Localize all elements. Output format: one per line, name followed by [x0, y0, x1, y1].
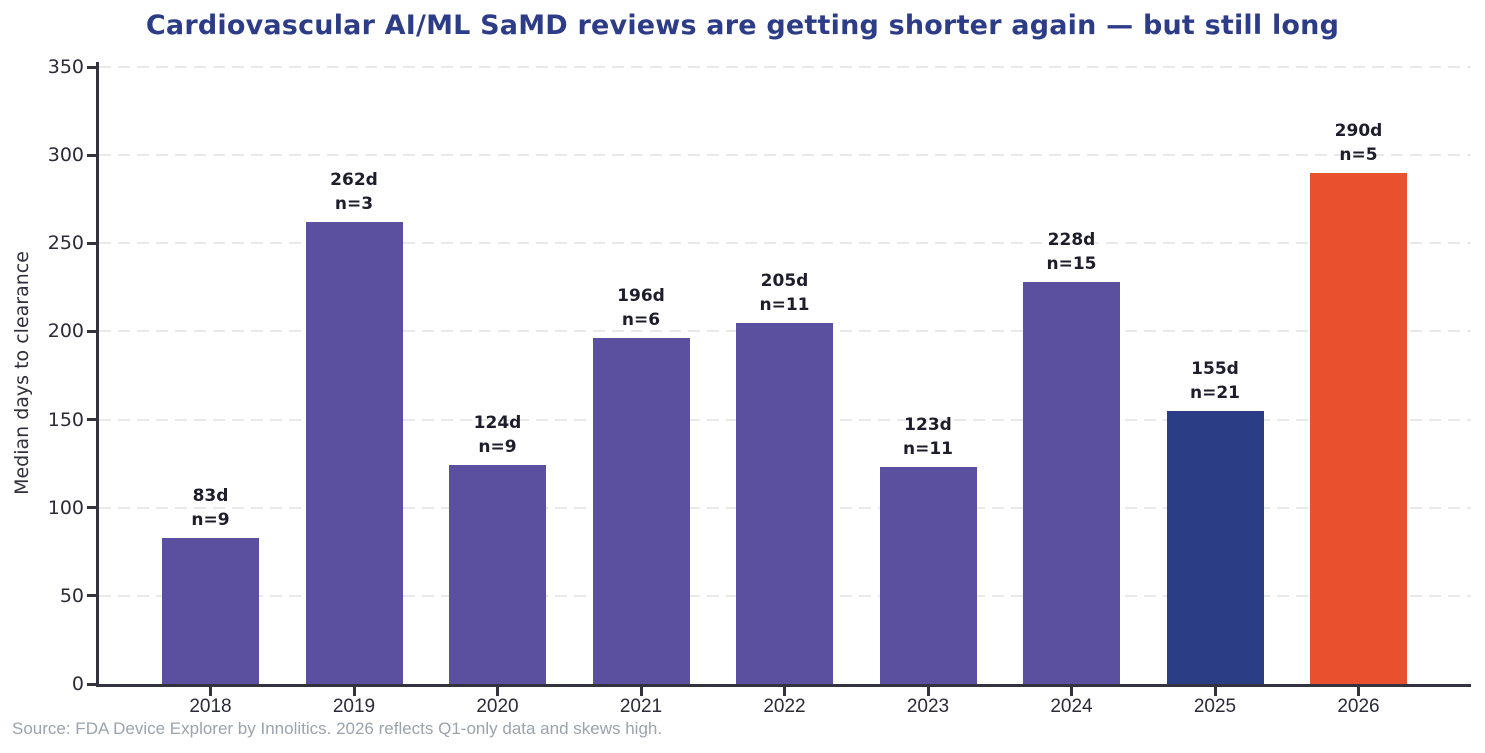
x-tick-mark	[926, 687, 930, 696]
y-tick-mark	[87, 506, 96, 510]
bar-n-label: n=9	[191, 510, 230, 530]
bar-2022	[736, 323, 833, 684]
gridline	[99, 66, 1471, 68]
bar-days-label: 290d	[1334, 121, 1383, 141]
bar-days-label: 123d	[904, 415, 952, 435]
bar-2020	[449, 465, 546, 684]
bar-n-label: n=6	[621, 310, 661, 330]
bar-days-label: 205d	[760, 271, 809, 291]
bar-days-label: 262d	[330, 170, 378, 190]
bar-n-label: n=5	[1339, 145, 1378, 165]
bar-value-label: 196d n=6	[571, 284, 711, 332]
x-tick-mark	[352, 687, 356, 696]
gridline	[99, 154, 1471, 157]
bar-2026	[1310, 173, 1407, 684]
y-tick-mark	[87, 594, 96, 598]
bar-value-label: 262d n=3	[284, 168, 424, 216]
y-tick-label: 200	[47, 320, 84, 343]
bar-2025	[1166, 411, 1264, 684]
bar-2023	[879, 467, 977, 684]
bar-days-label: 83d	[192, 486, 229, 506]
x-tick-label-2021: 2021	[619, 696, 663, 717]
x-tick-label-2025: 2025	[1193, 696, 1237, 717]
y-tick-label: 300	[47, 144, 84, 167]
bar-days-label: 124d	[473, 413, 522, 433]
x-tick-label-2020: 2020	[476, 696, 519, 717]
bar-days-label: 228d	[1047, 230, 1096, 250]
x-tick-label-2026: 2026	[1337, 696, 1380, 717]
y-tick-label: 0	[71, 673, 84, 695]
x-tick-label-2022: 2022	[763, 696, 806, 717]
bar-n-label: n=11	[759, 295, 810, 315]
x-tick-label-2023: 2023	[906, 696, 950, 717]
plot-area: 83d n=9 262d n=3 124d n=9 196d n=6 205d n=11 123d n…	[99, 62, 1471, 684]
y-tick-mark	[87, 418, 96, 422]
bar-value-label: 123d n=11	[858, 413, 998, 461]
x-tick-label-2019: 2019	[332, 696, 376, 717]
bar-value-label: 155d n=21	[1145, 357, 1285, 405]
x-tick-mark	[639, 687, 643, 696]
x-tick-label-2018: 2018	[189, 696, 232, 717]
bar-n-label: n=9	[478, 437, 517, 457]
x-tick-mark	[1070, 687, 1073, 696]
bar-2018	[162, 538, 259, 684]
bar-2019	[305, 222, 403, 684]
bar-value-label: 290d n=5	[1289, 119, 1429, 167]
y-tick-label: 50	[59, 584, 84, 607]
bar-2024	[1023, 282, 1120, 684]
chart-title: Cardiovascular AI/ML SaMD reviews are ge…	[145, 10, 1340, 41]
y-tick-label: 100	[47, 496, 84, 519]
y-tick-mark	[87, 682, 96, 686]
bar-n-label: n=3	[334, 194, 374, 214]
y-axis-line	[96, 62, 99, 687]
bar-value-label: 124d n=9	[428, 411, 568, 459]
x-axis-line	[96, 684, 1471, 687]
bar-value-label: 83d n=9	[141, 484, 281, 532]
source-note: Source: FDA Device Explorer by Innolitic…	[12, 719, 663, 738]
y-tick-label: 250	[47, 232, 84, 255]
bar-days-label: 196d	[617, 286, 665, 306]
bar-2021	[592, 338, 690, 684]
bar-n-label: n=11	[902, 439, 953, 459]
bar-days-label: 155d	[1191, 359, 1239, 379]
y-tick-mark	[87, 329, 96, 333]
x-tick-mark	[1357, 687, 1360, 696]
bar-value-label: 228d n=15	[1002, 228, 1142, 276]
x-tick-mark	[783, 687, 786, 696]
gridline	[99, 242, 1471, 245]
y-tick-mark	[87, 65, 96, 69]
y-axis-title: Median days to clearance	[11, 251, 33, 495]
x-tick-label-2024: 2024	[1050, 696, 1093, 717]
y-tick-mark	[87, 153, 96, 157]
y-tick-label: 350	[47, 56, 84, 78]
x-tick-mark	[496, 687, 499, 696]
bar-value-label: 205d n=11	[715, 269, 855, 317]
y-tick-mark	[87, 241, 96, 245]
y-tick-label: 150	[47, 408, 84, 431]
bar-n-label: n=15	[1046, 254, 1097, 274]
x-tick-mark	[1213, 687, 1217, 696]
x-tick-mark	[209, 687, 212, 696]
bar-n-label: n=21	[1189, 383, 1240, 403]
